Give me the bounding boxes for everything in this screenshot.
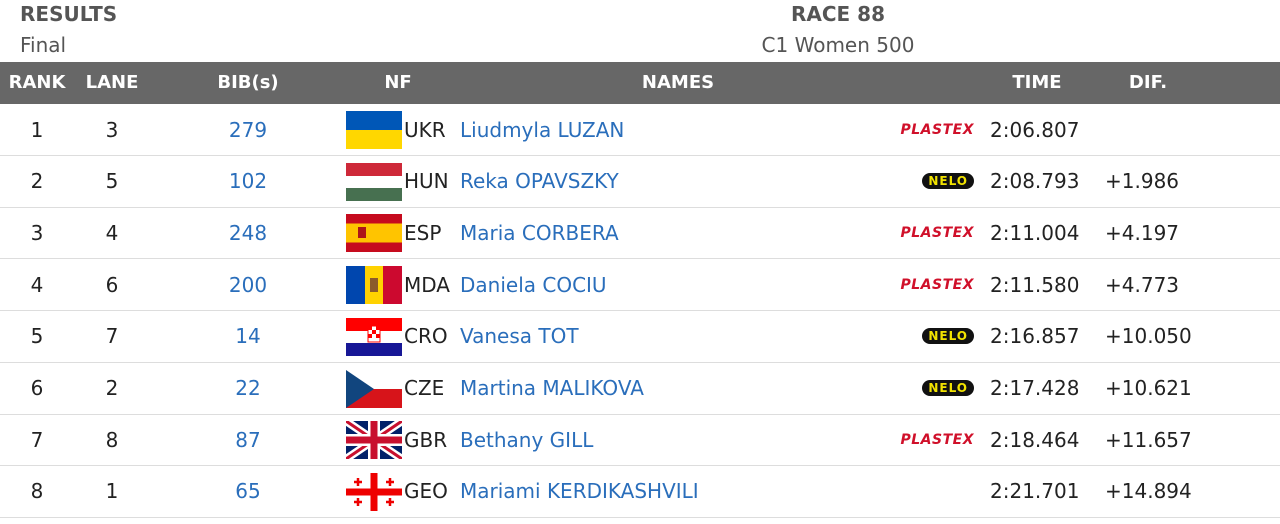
boat-brand: PLASTEX xyxy=(900,431,974,448)
flag xyxy=(346,214,402,253)
column-header: BIB(s) xyxy=(217,72,279,93)
table-row: 7 8 87 GBR Bethany GILL PLASTEX 2:18.464 +11.65… xyxy=(0,414,1280,467)
lane: 2 xyxy=(105,376,119,400)
lane: 8 xyxy=(105,427,119,452)
column-header: RANK xyxy=(8,72,66,93)
table-row: 8 1 65 GEO Mariami KERDIKASHVILI 2:21.701 +14.… xyxy=(0,466,1280,518)
bib[interactable]: 14 xyxy=(235,324,261,349)
rank: 4 xyxy=(30,272,44,297)
boat-brand: PLASTEX xyxy=(900,121,974,138)
difference: +10.621 xyxy=(1105,376,1192,400)
difference: +14.894 xyxy=(1105,479,1192,504)
country-code: GEO xyxy=(404,479,448,504)
time: 2:16.857 xyxy=(990,324,1080,349)
rank: 6 xyxy=(30,376,44,400)
rank: 2 xyxy=(30,169,44,194)
boat-brand: NELO xyxy=(922,328,974,345)
country-code: CZE xyxy=(404,376,445,400)
athlete-name[interactable]: Vanesa TOT xyxy=(460,324,579,349)
bib[interactable]: 200 xyxy=(228,272,268,297)
bib[interactable]: 279 xyxy=(228,117,268,142)
rank: 7 xyxy=(30,427,44,452)
bib[interactable]: 102 xyxy=(228,169,268,194)
flag xyxy=(346,369,402,408)
country-code: GBR xyxy=(404,427,448,452)
time: 2:17.428 xyxy=(990,376,1080,400)
column-header: TIME xyxy=(1012,72,1062,93)
flag xyxy=(346,111,402,149)
table-row: 1 3 279 UKR Liudmyla LUZAN PLASTEX 2:06.807 xyxy=(0,104,1280,156)
athlete-name[interactable]: Daniela COCIU xyxy=(460,272,607,297)
difference: +4.773 xyxy=(1105,272,1180,297)
time: 2:08.793 xyxy=(990,169,1080,194)
lane: 4 xyxy=(105,220,119,245)
table-row: 2 5 102 HUN Reka OPAVSZKY NELO 2:08.793 +1.986 xyxy=(0,156,1280,208)
country-code: ESP xyxy=(404,220,442,245)
bib[interactable]: 65 xyxy=(235,479,261,504)
flag xyxy=(346,472,402,511)
column-header: NAMES xyxy=(641,72,715,93)
difference: +4.197 xyxy=(1105,220,1180,245)
lane: 1 xyxy=(105,479,119,504)
flag xyxy=(346,421,402,460)
time: 2:21.701 xyxy=(990,479,1080,504)
column-header: NF xyxy=(384,72,412,93)
country-code: CRO xyxy=(404,324,448,349)
flag xyxy=(346,162,402,201)
boat-brand: PLASTEX xyxy=(900,276,974,293)
flag xyxy=(346,317,402,356)
table-row: 3 4 248 ESP Maria CORBERA PLASTEX 2:11.004 +4.1… xyxy=(0,207,1280,260)
time: 2:18.464 xyxy=(990,427,1080,452)
boat-brand: PLASTEX xyxy=(900,224,974,241)
event: C1 Women 500 xyxy=(761,33,915,57)
table-row: 5 7 14 CRO Vanesa TOT NELO 2:16.857 +10.050 xyxy=(0,311,1280,363)
country-code: UKR xyxy=(404,117,446,142)
rank: 5 xyxy=(30,324,44,349)
race-title: RACE 88 xyxy=(790,2,886,26)
lane: 7 xyxy=(105,324,119,349)
time: 2:11.580 xyxy=(990,272,1080,297)
difference: +11.657 xyxy=(1105,427,1192,452)
rank: 3 xyxy=(30,220,44,245)
bib[interactable]: 22 xyxy=(235,376,261,400)
country-code: MDA xyxy=(404,272,450,297)
lane: 6 xyxy=(105,272,119,297)
athlete-name[interactable]: Maria CORBERA xyxy=(460,220,619,245)
athlete-name[interactable]: Reka OPAVSZKY xyxy=(460,169,619,194)
results-title: RESULTS xyxy=(20,2,118,26)
rank: 1 xyxy=(30,117,44,142)
athlete-name[interactable]: Mariami KERDIKASHVILI xyxy=(460,479,699,504)
column-header: LANE xyxy=(85,72,139,93)
time: 2:11.004 xyxy=(990,220,1080,245)
difference: +1.986 xyxy=(1105,169,1180,194)
athlete-name[interactable]: Martina MALIKOVA xyxy=(460,376,644,400)
country-code: HUN xyxy=(404,169,449,194)
lane: 5 xyxy=(105,169,119,194)
boat-brand: NELO xyxy=(922,173,974,190)
athlete-name[interactable]: Bethany GILL xyxy=(460,427,594,452)
table-row: 4 6 200 MDA Daniela COCIU PLASTEX 2:11.580 +4.7… xyxy=(0,259,1280,312)
column-header: DIF. xyxy=(1128,72,1168,93)
table-header xyxy=(0,62,1280,104)
rank: 8 xyxy=(30,479,44,504)
phase: Final xyxy=(20,33,67,57)
athlete-name[interactable]: Liudmyla LUZAN xyxy=(460,117,625,142)
lane: 3 xyxy=(105,117,119,142)
flag xyxy=(346,266,402,305)
bib[interactable]: 248 xyxy=(228,220,268,245)
table-row: 6 2 22 CZE Martina MALIKOVA NELO 2:17.428 +10.6… xyxy=(0,363,1280,415)
time: 2:06.807 xyxy=(990,117,1080,142)
bib[interactable]: 87 xyxy=(235,427,261,452)
difference: +10.050 xyxy=(1105,324,1192,349)
boat-brand: NELO xyxy=(922,380,974,396)
